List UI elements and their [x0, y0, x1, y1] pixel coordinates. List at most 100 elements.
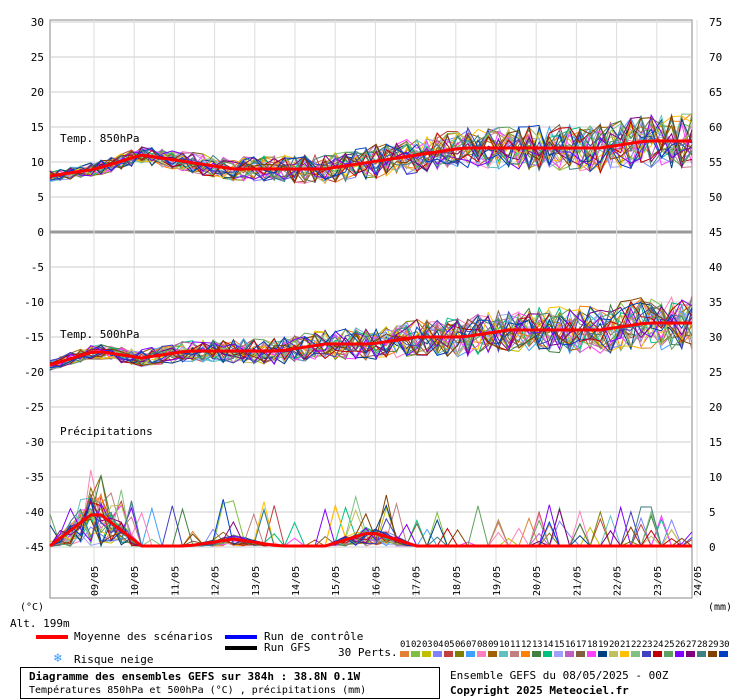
pert-color-swatch [466, 651, 475, 657]
pert-color-swatch [675, 651, 684, 657]
pert-color-swatch [488, 651, 497, 657]
x-tick-label: 19/05 [492, 566, 503, 596]
x-tick-label: 10/05 [130, 566, 141, 596]
plot-area [49, 19, 693, 599]
right-tick-label: 15 [709, 436, 722, 449]
pert-number: 20 [609, 640, 620, 650]
left-tick-label: -35 [24, 471, 44, 484]
pert-color-swatch [642, 651, 651, 657]
x-tick-label: 18/05 [452, 566, 463, 596]
pert-number: 26 [675, 640, 686, 650]
pert-number: 27 [686, 640, 697, 650]
pert-color-swatch [554, 651, 563, 657]
pert-color-swatch [455, 651, 464, 657]
mean-850-line [49, 139, 692, 178]
mean-legend-swatch [36, 635, 68, 639]
pert-number: 15 [554, 640, 565, 650]
left-tick-label: -25 [24, 401, 44, 414]
member-500-line [49, 301, 693, 369]
chart-title: Diagramme des ensembles GEFS sur 384h : … [29, 670, 361, 683]
pert-number: 04 [433, 640, 444, 650]
run-label: Ensemble GEFS du 08/05/2025 - 00Z [450, 669, 669, 682]
pert-color-swatch [653, 651, 662, 657]
x-tick-label: 20/05 [532, 566, 543, 596]
x-axis-ticks: 09/05 10/05 11/05 12/05 13/05 14/05 15/05 16/05… [90, 566, 704, 596]
pert-number: 09 [488, 640, 499, 650]
pert-color-swatch [433, 651, 442, 657]
left-tick-label: 20 [31, 86, 44, 99]
pert-color-swatch [411, 651, 420, 657]
x-tick-label: 14/05 [291, 566, 302, 596]
x-tick-label: 13/05 [251, 566, 262, 596]
pert-number: 12 [521, 640, 532, 650]
pert-number: 29 [708, 640, 719, 650]
pert-color-swatch [499, 651, 508, 657]
x-tick-label: 11/05 [170, 566, 181, 596]
x-tick-label: 22/05 [613, 566, 624, 596]
pert-number: 08 [477, 640, 488, 650]
pert-number: 13 [532, 640, 543, 650]
right-unit: (mm) [708, 602, 732, 613]
pert-color-swatch [477, 651, 486, 657]
chart-subtitle: Températures 850hPa et 500hPa (°C) , pré… [29, 685, 367, 696]
mean-precip-line [49, 513, 692, 548]
pert-color-swatch [664, 651, 673, 657]
right-tick-label: 20 [709, 401, 722, 414]
right-tick-label: 5 [709, 506, 716, 519]
pert-number: 14 [543, 640, 554, 650]
right-tick-label: 50 [709, 191, 722, 204]
left-tick-label: 30 [31, 16, 44, 29]
mean-500-line [49, 321, 692, 367]
pert-color-swatch [620, 651, 629, 657]
right-tick-label: 30 [709, 331, 722, 344]
left-tick-label: -10 [24, 296, 44, 309]
title-box: Diagramme des ensembles GEFS sur 384h : … [20, 667, 440, 699]
pert-number: 07 [466, 640, 477, 650]
pert-number: 10 [499, 640, 510, 650]
right-tick-label: 10 [709, 471, 722, 484]
annotation-500: Temp. 500hPa [60, 328, 139, 341]
gfs-legend-swatch [225, 646, 257, 650]
control-legend-label: Run de contrôle [264, 630, 364, 643]
gfs-legend-label: Run GFS [264, 641, 311, 654]
pert-color-swatch [631, 651, 640, 657]
snowflake-icon: ❄ [54, 651, 62, 666]
control-legend-swatch [225, 635, 257, 639]
right-tick-label: 70 [709, 51, 722, 64]
left-tick-label: -20 [24, 366, 44, 379]
right-tick-label: 65 [709, 86, 722, 99]
altitude-label: Alt. 199m [10, 617, 70, 630]
right-tick-label: 75 [709, 16, 722, 29]
pert-number: 06 [455, 640, 466, 650]
x-tick-label: 12/05 [211, 566, 222, 596]
x-tick-label: 23/05 [653, 566, 664, 596]
pert-color-swatch [565, 651, 574, 657]
left-tick-label: -15 [24, 331, 44, 344]
left-tick-label: 5 [37, 191, 44, 204]
pert-color-swatch [532, 651, 541, 657]
pert-color-swatch [400, 651, 409, 657]
pert-color-swatch [444, 651, 453, 657]
x-tick-label: 09/05 [90, 566, 101, 596]
left-tick-label: 10 [31, 156, 44, 169]
snow-legend-label: Risque neige [74, 653, 154, 666]
pert-color-swatch [609, 651, 618, 657]
pert-number: 02 [411, 640, 422, 650]
right-tick-label: 60 [709, 121, 722, 134]
pert-number: 05 [444, 640, 455, 650]
left-tick-label: 25 [31, 51, 44, 64]
member-500-line [49, 305, 693, 368]
pert-color-swatch [708, 651, 717, 657]
pert-number: 16 [565, 640, 576, 650]
pert-number: 03 [422, 640, 433, 650]
x-tick-label: 21/05 [572, 566, 583, 596]
pert-number: 28 [697, 640, 708, 650]
left-unit: (°C) [20, 602, 44, 613]
member-500-line [49, 302, 693, 371]
pert-color-swatch [719, 651, 728, 657]
x-tick-label: 15/05 [331, 566, 342, 596]
pert-color-swatch [598, 651, 607, 657]
pert-color-swatch [543, 651, 552, 657]
right-tick-label: 45 [709, 226, 722, 239]
